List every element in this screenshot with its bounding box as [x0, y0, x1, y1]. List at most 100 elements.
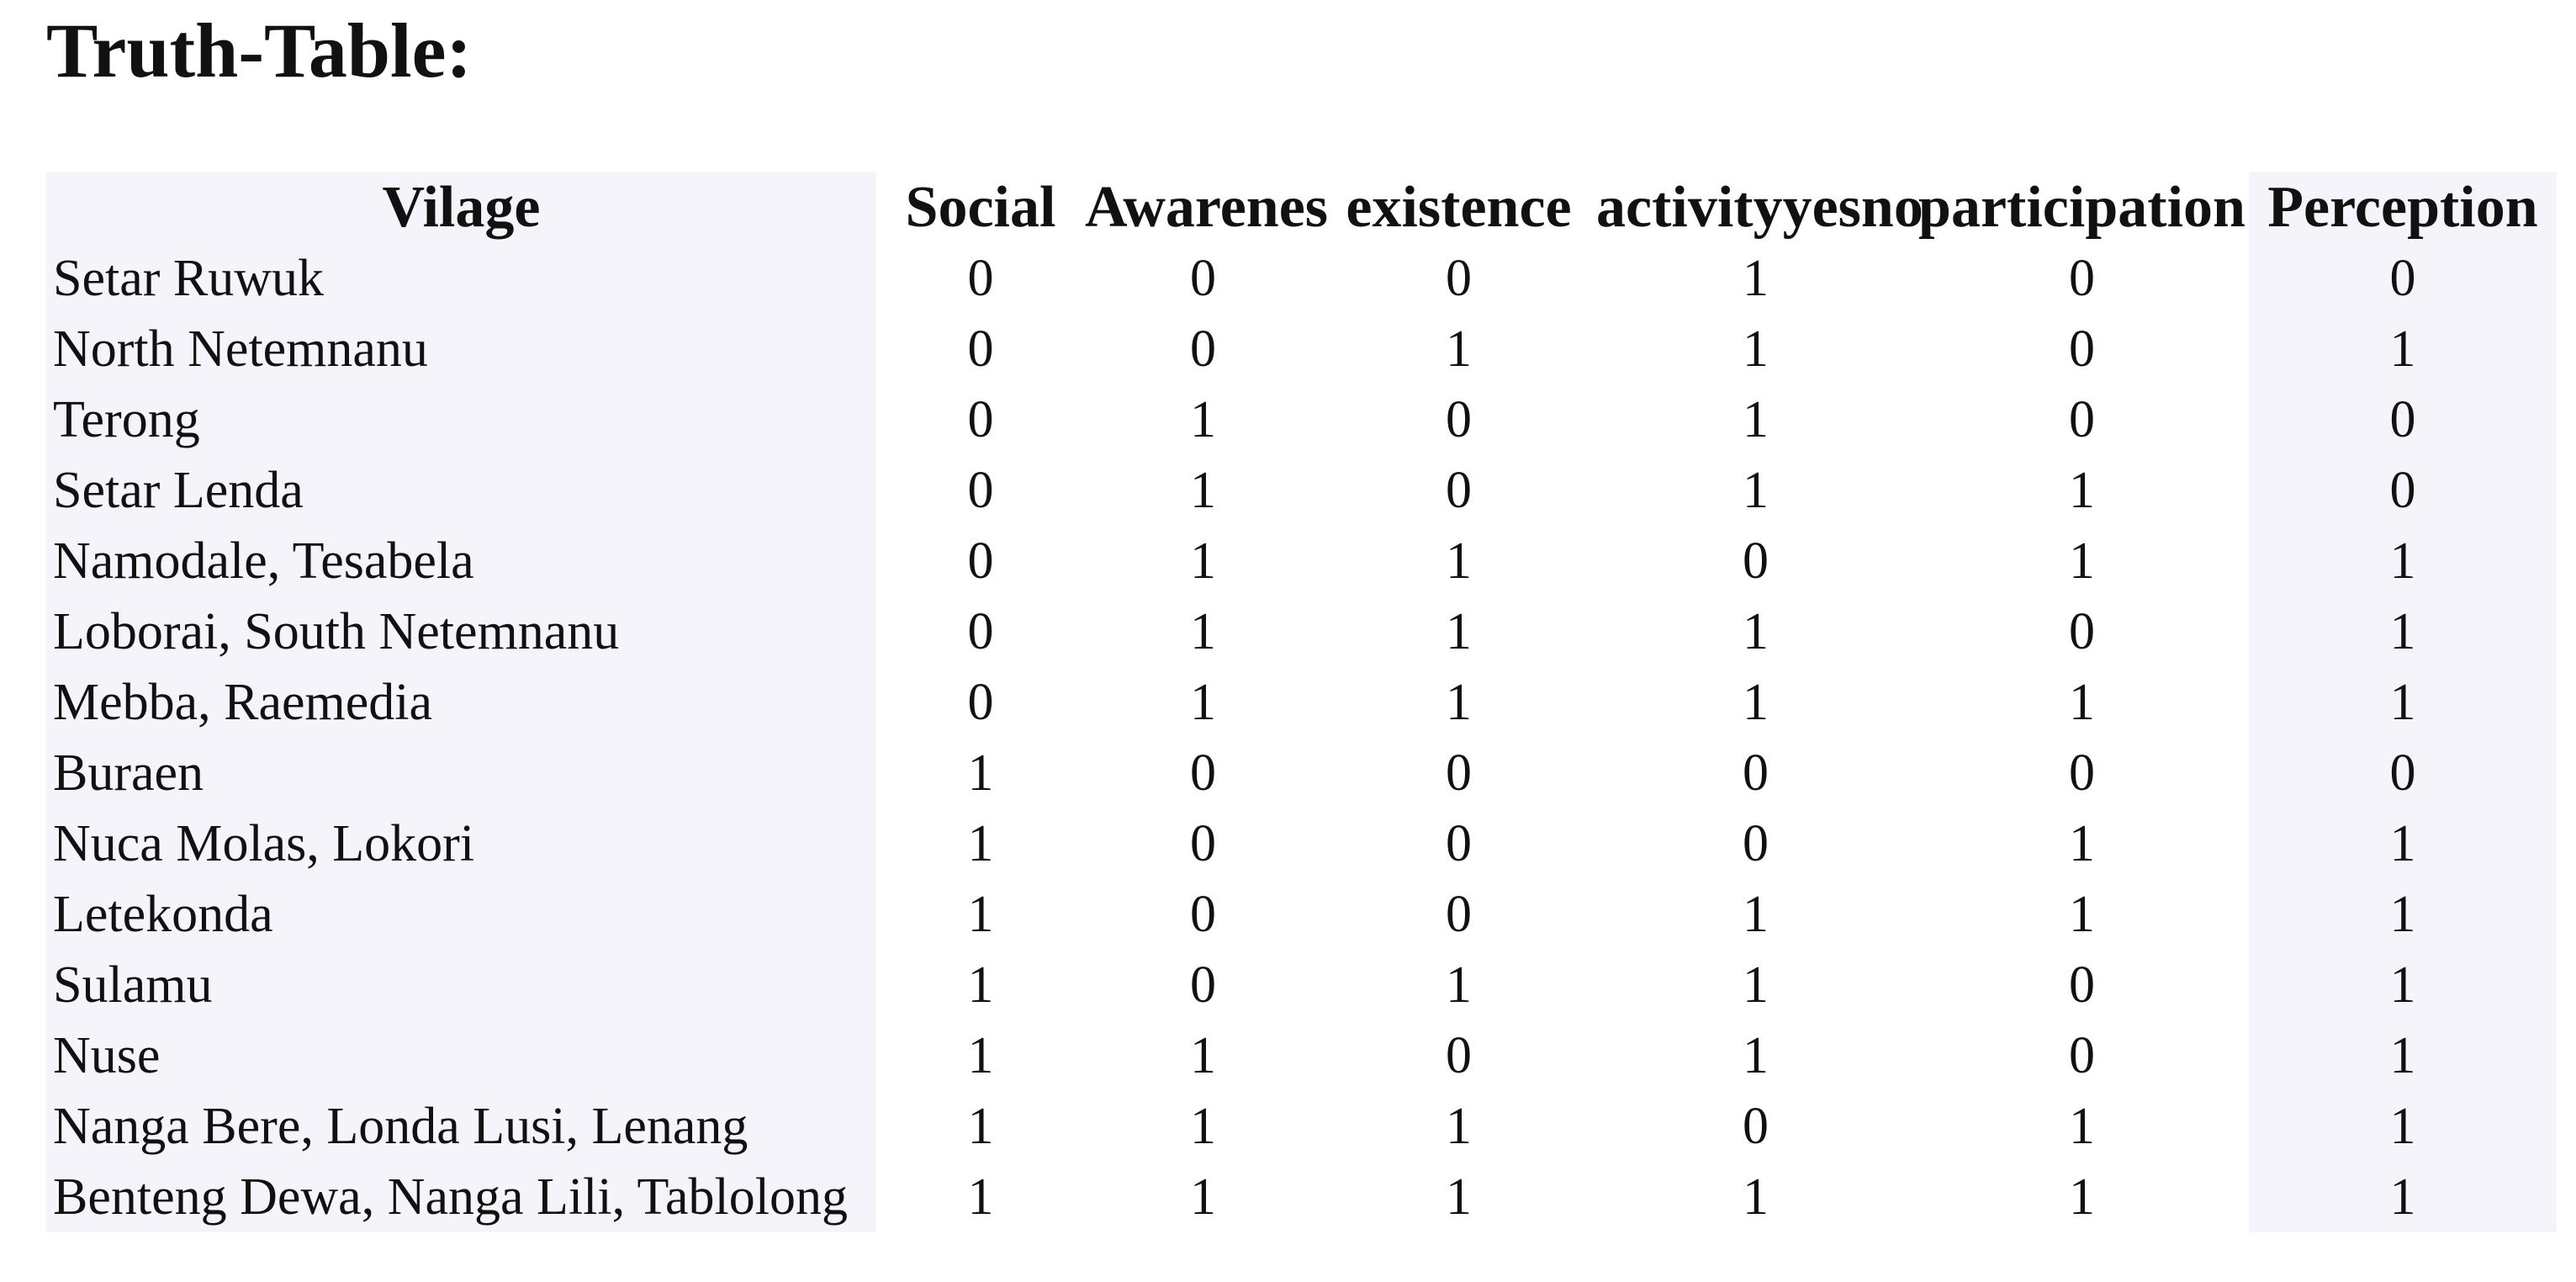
- value-cell: 0: [967, 603, 994, 660]
- value-cell: 1: [1743, 462, 1769, 519]
- village-cell: Setar Lenda: [46, 455, 876, 526]
- value-cell: 1: [1446, 320, 1472, 378]
- value-cell: 1: [967, 744, 994, 802]
- village-cell: Terong: [46, 384, 876, 455]
- value-cell: 1: [1190, 674, 1216, 731]
- value-cell: 1: [2249, 667, 2557, 738]
- value-cell: 1: [2249, 879, 2557, 950]
- value-cell: 1: [2069, 462, 2095, 519]
- value-cell: 0: [1190, 886, 1216, 943]
- village-cell: Namodale, Tesabela: [46, 526, 876, 596]
- value-cell: 1: [967, 815, 994, 872]
- column-header-participation: participation: [1918, 175, 2245, 240]
- value-cell: 0: [967, 391, 994, 448]
- value-cell: 0: [1446, 744, 1472, 802]
- value-cell: 0: [2069, 320, 2095, 378]
- column-header-activityyesno: activityyesno: [1596, 175, 1923, 240]
- value-cell: 1: [1446, 1168, 1472, 1226]
- value-cell: 1: [967, 956, 994, 1014]
- value-cell: 1: [2249, 808, 2557, 879]
- village-cell: Mebba, Raemedia: [46, 667, 876, 738]
- table-row: Buraen 1 0 0 0 0 0: [46, 738, 2557, 808]
- value-cell: 1: [2069, 1098, 2095, 1155]
- value-cell: 1: [2069, 815, 2095, 872]
- value-cell: 0: [1190, 956, 1216, 1014]
- value-cell: 1: [1446, 603, 1472, 660]
- table-row: Nuca Molas, Lokori 1 0 0 0 1 1: [46, 808, 2557, 879]
- column-header-existence: existence: [1346, 175, 1572, 240]
- village-cell: Nuca Molas, Lokori: [46, 808, 876, 879]
- value-cell: 0: [2249, 738, 2557, 808]
- value-cell: 1: [967, 1027, 994, 1084]
- value-cell: 1: [1190, 603, 1216, 660]
- value-cell: 1: [2069, 674, 2095, 731]
- truth-table: Vilage Social Awarenes existence activit…: [46, 172, 2557, 1232]
- value-cell: 0: [2249, 384, 2557, 455]
- value-cell: 1: [1743, 674, 1769, 731]
- table-row: Nuse 1 1 0 1 0 1: [46, 1020, 2557, 1091]
- value-cell: 0: [1743, 1098, 1769, 1155]
- village-cell: Setar Ruwuk: [46, 243, 876, 314]
- page-title: Truth-Table:: [46, 8, 473, 93]
- value-cell: 0: [1446, 250, 1472, 307]
- value-cell: 0: [2069, 250, 2095, 307]
- value-cell: 0: [1190, 320, 1216, 378]
- value-cell: 1: [1743, 1168, 1769, 1226]
- truth-table-head: Vilage Social Awarenes existence activit…: [46, 172, 2557, 243]
- table-row: Loborai, South Netemnanu 0 1 1 1 0 1: [46, 596, 2557, 667]
- value-cell: 1: [2069, 886, 2095, 943]
- header-row: Vilage Social Awarenes existence activit…: [46, 172, 2557, 243]
- village-cell: Letekonda: [46, 879, 876, 950]
- village-cell: Nuse: [46, 1020, 876, 1091]
- value-cell: 1: [2249, 314, 2557, 384]
- value-cell: 1: [2069, 532, 2095, 590]
- column-header-village: Vilage: [46, 172, 876, 243]
- value-cell: 0: [967, 320, 994, 378]
- village-cell: Benteng Dewa, Nanga Lili, Tablolong: [46, 1162, 876, 1232]
- value-cell: 0: [1743, 532, 1769, 590]
- value-cell: 0: [1446, 391, 1472, 448]
- value-cell: 1: [1190, 1027, 1216, 1084]
- value-cell: 0: [1190, 744, 1216, 802]
- value-cell: 1: [967, 886, 994, 943]
- table-row: Mebba, Raemedia 0 1 1 1 1 1: [46, 667, 2557, 738]
- value-cell: 0: [1446, 886, 1472, 943]
- value-cell: 0: [2069, 956, 2095, 1014]
- value-cell: 1: [1743, 1027, 1769, 1084]
- village-cell: Nanga Bere, Londa Lusi, Lenang: [46, 1091, 876, 1162]
- value-cell: 1: [2249, 1091, 2557, 1162]
- value-cell: 1: [2249, 950, 2557, 1020]
- table-row: Setar Lenda 0 1 0 1 1 0: [46, 455, 2557, 526]
- value-cell: 0: [1446, 1027, 1472, 1084]
- table-row: North Netemnanu 0 0 1 1 0 1: [46, 314, 2557, 384]
- value-cell: 0: [1743, 815, 1769, 872]
- value-cell: 1: [2249, 1162, 2557, 1232]
- value-cell: 1: [1190, 391, 1216, 448]
- value-cell: 1: [2249, 1020, 2557, 1091]
- value-cell: 0: [967, 250, 994, 307]
- value-cell: 1: [1446, 956, 1472, 1014]
- value-cell: 1: [1743, 391, 1769, 448]
- column-header-perception: Perception: [2249, 172, 2557, 243]
- table-row: Benteng Dewa, Nanga Lili, Tablolong 1 1 1 1 1…: [46, 1162, 2557, 1232]
- value-cell: 0: [2069, 1027, 2095, 1084]
- value-cell: 0: [967, 462, 994, 519]
- value-cell: 0: [967, 532, 994, 590]
- value-cell: 0: [2249, 455, 2557, 526]
- table-row: Letekonda 1 0 0 1 1 1: [46, 879, 2557, 950]
- truth-table-body: Setar Ruwuk 0 0 0 1 0 0 North Netemnanu 0 0 1 1 0 1 Te…: [46, 243, 2557, 1232]
- value-cell: 1: [1743, 886, 1769, 943]
- table-row: Terong 0 1 0 1 0 0: [46, 384, 2557, 455]
- value-cell: 0: [1743, 744, 1769, 802]
- value-cell: 0: [2249, 243, 2557, 314]
- value-cell: 0: [1190, 815, 1216, 872]
- table-row: Namodale, Tesabela 0 1 1 0 1 1: [46, 526, 2557, 596]
- village-cell: Buraen: [46, 738, 876, 808]
- value-cell: 0: [2069, 744, 2095, 802]
- value-cell: 1: [1743, 320, 1769, 378]
- value-cell: 1: [1446, 1098, 1472, 1155]
- value-cell: 1: [2249, 596, 2557, 667]
- village-cell: North Netemnanu: [46, 314, 876, 384]
- village-cell: Sulamu: [46, 950, 876, 1020]
- value-cell: 1: [2069, 1168, 2095, 1226]
